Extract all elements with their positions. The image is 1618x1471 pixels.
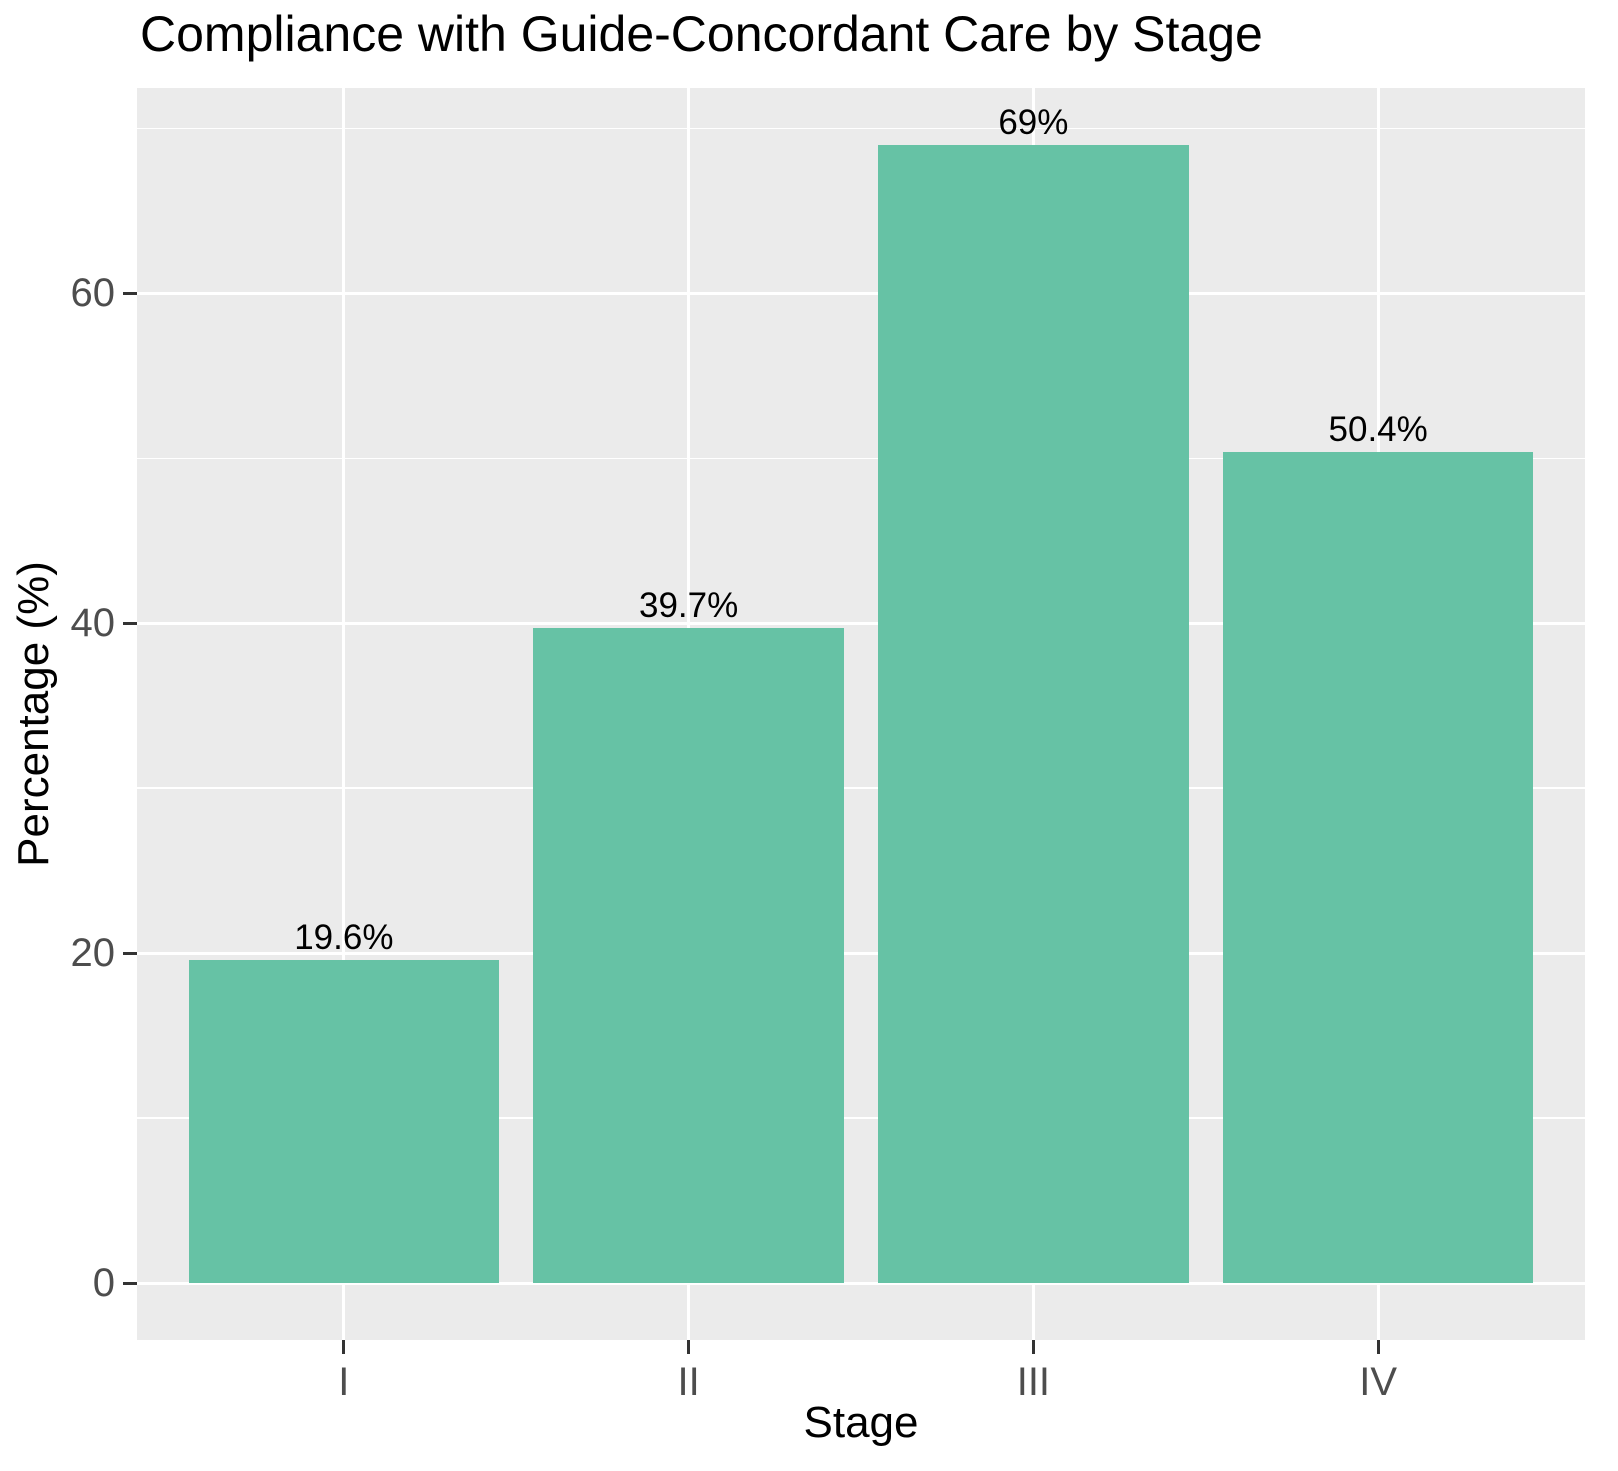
- gridline-minor-y-70: [137, 127, 1585, 130]
- x-tick-mark-II: [687, 1340, 691, 1354]
- x-tick-mark-III: [1031, 1340, 1035, 1354]
- x-tick-label-II: II: [677, 1360, 700, 1404]
- x-tick-mark-I: [342, 1340, 346, 1354]
- gridline-major-x-I: [342, 88, 346, 1340]
- x-tick-label-I: I: [338, 1360, 350, 1404]
- x-tick-mark-IV: [1376, 1340, 1380, 1354]
- gridline-major-y-20: [137, 951, 1585, 955]
- y-tick-label-20: 20: [70, 931, 116, 976]
- gridline-major-y-0: [137, 1281, 1585, 1285]
- x-tick-label-III: III: [1016, 1360, 1051, 1404]
- x-tick-label-IV: IV: [1359, 1360, 1398, 1404]
- bar-stage-III: [878, 144, 1189, 1284]
- y-tick-mark-60: [123, 291, 137, 295]
- bar-value-label-I: 19.6%: [294, 917, 394, 957]
- bar-value-label-III: 69%: [998, 102, 1069, 142]
- gridline-major-y-60: [137, 291, 1585, 295]
- gridline-minor-y-50: [137, 457, 1585, 460]
- y-tick-label-40: 40: [70, 601, 116, 646]
- bar-stage-I: [188, 959, 499, 1284]
- x-axis-title: Stage: [803, 1398, 919, 1447]
- plot-panel: 19.6% 39.7% 69% 50.4%: [137, 88, 1585, 1340]
- y-tick-label-0: 0: [92, 1261, 115, 1306]
- chart-title: Compliance with Guide-Concordant Care by…: [140, 6, 1263, 62]
- y-tick-label-60: 60: [70, 271, 116, 316]
- bar-stage-IV: [1223, 451, 1534, 1284]
- gridline-minor-y-10: [137, 1117, 1585, 1119]
- y-tick-mark-40: [123, 621, 137, 625]
- bar-value-label-II: 39.7%: [638, 586, 739, 626]
- bar-value-label-IV: 50.4%: [1328, 409, 1428, 449]
- y-tick-mark-0: [123, 1281, 137, 1285]
- gridline-minor-y-30: [137, 787, 1585, 789]
- y-tick-mark-20: [123, 951, 137, 955]
- bar-stage-II: [533, 628, 844, 1284]
- gridline-major-y-40: [137, 621, 1585, 625]
